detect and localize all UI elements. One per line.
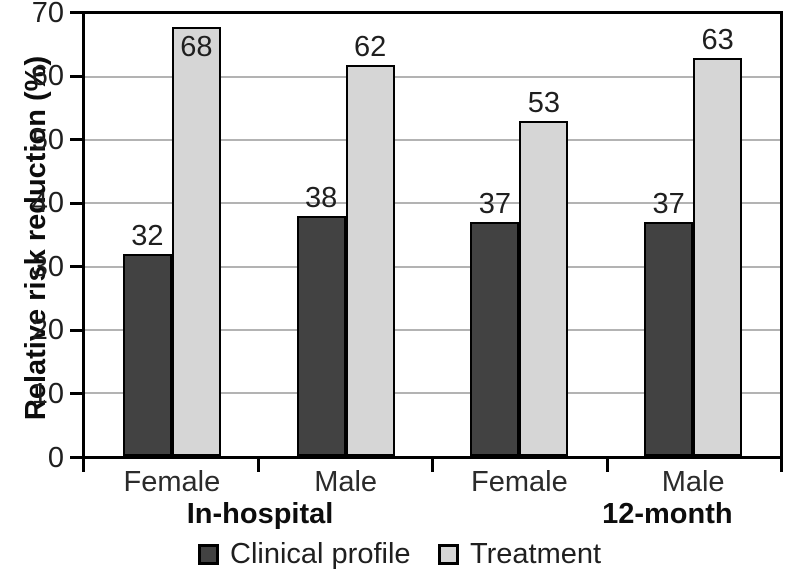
y-axis-tick-label: 20 <box>31 314 64 347</box>
category-label: Female <box>471 466 568 498</box>
bar <box>345 64 395 456</box>
category-label: Male <box>661 466 725 498</box>
bar-value-label: 38 <box>304 182 338 215</box>
y-axis-tick <box>70 74 82 78</box>
bar-value-label: 53 <box>527 87 560 120</box>
y-axis-tick-label: 0 <box>47 441 64 474</box>
y-axis-tick-label: 40 <box>31 187 64 220</box>
bar <box>644 222 694 456</box>
section-label: In-hospital <box>186 498 334 530</box>
bar-value-label: 63 <box>701 24 734 57</box>
category-label: Male <box>314 466 378 498</box>
legend-label: Clinical profile <box>230 537 411 570</box>
y-axis-tick <box>70 201 82 205</box>
bar <box>693 58 743 456</box>
legend-item: Treatment <box>438 538 601 570</box>
y-axis-tick-label: 70 <box>31 0 64 29</box>
gridline <box>85 265 780 268</box>
y-axis-tick <box>70 138 82 142</box>
x-axis-tick <box>256 459 260 472</box>
bar <box>519 121 569 456</box>
y-axis-tick-label: 60 <box>31 60 64 93</box>
bar <box>296 216 346 456</box>
y-axis-tick <box>70 456 82 459</box>
gridline <box>85 76 780 79</box>
y-axis-tick <box>70 328 82 332</box>
y-axis-tick-label: 10 <box>31 377 64 410</box>
gridline <box>85 328 780 331</box>
x-axis-tick <box>431 459 434 472</box>
gridline <box>85 391 780 394</box>
legend-item: Clinical profile <box>198 538 411 570</box>
gridline <box>85 139 780 142</box>
x-axis-tick <box>605 459 609 472</box>
plot-area: 32 68 38 62 37 53 37 63 <box>82 11 783 459</box>
bar <box>470 222 520 456</box>
bar <box>122 253 172 456</box>
y-axis-tick-label: 50 <box>31 123 64 156</box>
section-label: 12-month <box>602 498 733 530</box>
bar-value-label: 37 <box>478 188 511 221</box>
bar <box>171 26 221 456</box>
bar-value-label: 37 <box>652 188 685 221</box>
bar-value-label: 32 <box>131 219 164 252</box>
y-axis-tick <box>70 11 82 14</box>
y-axis-tick <box>70 265 82 269</box>
category-label: Female <box>123 466 221 498</box>
y-axis-tick <box>70 392 82 396</box>
legend-label: Treatment <box>470 537 602 570</box>
gridline <box>85 202 780 205</box>
bar-value-label: 68 <box>180 30 213 63</box>
bar-value-label: 62 <box>353 30 387 63</box>
x-axis-tick <box>780 459 783 472</box>
x-axis-tick <box>82 459 85 472</box>
legend-swatch <box>198 543 219 565</box>
y-axis-tick-label: 30 <box>31 250 64 283</box>
legend-swatch <box>438 543 459 565</box>
